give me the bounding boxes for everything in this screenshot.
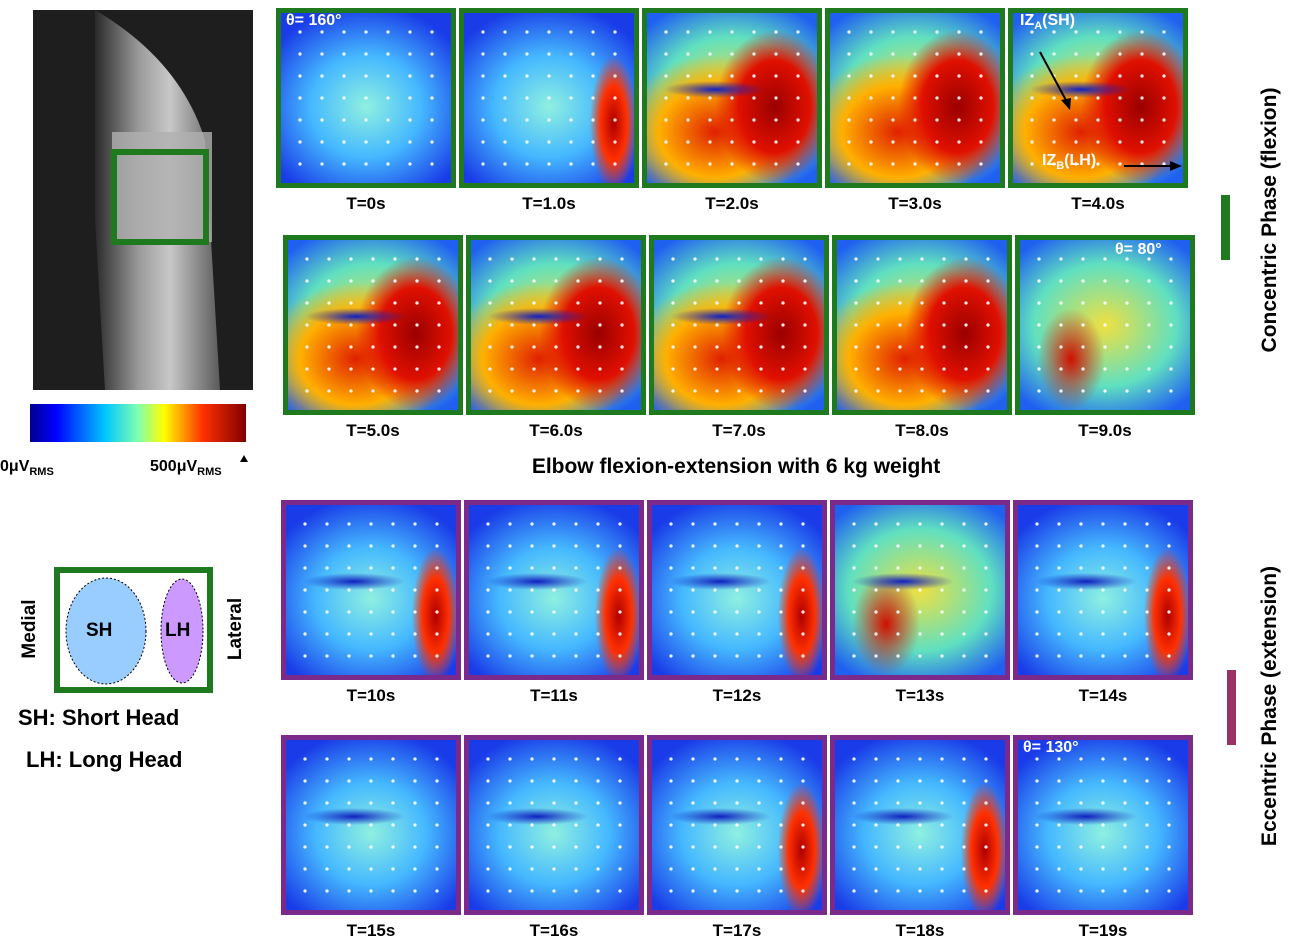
electrode-dots — [477, 748, 631, 902]
electrode-dots — [294, 748, 448, 902]
label: 500μV — [150, 458, 197, 475]
lh-text: LH — [165, 620, 190, 642]
phase-bar — [1221, 195, 1230, 260]
time-label: T=13s — [830, 686, 1010, 706]
heatmap-panel — [1008, 8, 1188, 188]
heatmap-panel — [464, 735, 644, 915]
time-label: T=7.0s — [649, 421, 829, 441]
heatmap-panel — [281, 500, 461, 680]
label-sub: RMS — [197, 466, 221, 478]
electrode-dots — [1028, 248, 1182, 402]
lateral-label: Lateral — [225, 579, 247, 679]
electrode-dots — [845, 248, 999, 402]
heatmap-panel — [825, 8, 1005, 188]
time-label: T=15s — [281, 921, 461, 941]
electrode-dots — [289, 21, 443, 175]
time-label: T=8.0s — [832, 421, 1012, 441]
time-label: T=9.0s — [1015, 421, 1195, 441]
annotation-text: (LH) — [1064, 152, 1096, 169]
heatmap-panel — [647, 735, 827, 915]
time-label: T=5.0s — [283, 421, 463, 441]
electrode-dots — [838, 21, 992, 175]
legend-key: SH: Short Head — [18, 705, 179, 731]
annotation: IZB(LH) — [1042, 152, 1096, 172]
annotation: IZA(SH) — [1020, 12, 1075, 32]
legend-key: LH: Long Head — [26, 747, 182, 773]
heatmap-panel — [1015, 235, 1195, 415]
time-label: T=12s — [647, 686, 827, 706]
heatmap-panel — [830, 735, 1010, 915]
time-label: T=16s — [464, 921, 644, 941]
electrode-band — [112, 132, 212, 242]
time-label: T=0s — [276, 194, 456, 214]
heatmap-panel — [832, 235, 1012, 415]
heatmap-panel — [459, 8, 639, 188]
electrode-dots — [477, 513, 631, 667]
phase-label: Eccentric Phase (extension) — [1258, 556, 1282, 856]
heatmap-panel — [283, 235, 463, 415]
time-label: T=4.0s — [1008, 194, 1188, 214]
colorbar-arrow — [240, 455, 248, 462]
time-label: T=19s — [1013, 921, 1193, 941]
colorbar-max: 500μVRMS — [150, 458, 222, 478]
annotation-text: IZ — [1020, 12, 1034, 29]
time-label: T=2.0s — [642, 194, 822, 214]
heatmap-panel — [642, 8, 822, 188]
sh-text: SH — [86, 620, 112, 642]
label-sub: RMS — [29, 466, 53, 478]
electrode-dots — [479, 248, 633, 402]
label: 0μV — [0, 458, 29, 475]
angle-label: θ= 160° — [286, 12, 342, 30]
phase-label: Concentric Phase (flexion) — [1258, 70, 1282, 370]
electrode-dots — [660, 513, 814, 667]
electrode-dots — [843, 513, 997, 667]
medial-label: Medial — [19, 579, 41, 679]
annotation-sub: A — [1034, 20, 1042, 32]
time-label: T=10s — [281, 686, 461, 706]
colorbar-min: 0μVRMS — [0, 458, 54, 478]
heatmap-panel — [647, 500, 827, 680]
heatmap-panel — [464, 500, 644, 680]
electrode-dots — [472, 21, 626, 175]
heatmap-panel — [276, 8, 456, 188]
time-label: T=6.0s — [466, 421, 646, 441]
time-label: T=3.0s — [825, 194, 1005, 214]
electrode-dots — [662, 248, 816, 402]
annotation-sub: B — [1056, 160, 1064, 172]
time-label: T=1.0s — [459, 194, 639, 214]
heatmap-panel — [649, 235, 829, 415]
heatmap-panel — [281, 735, 461, 915]
annotation-text: (SH) — [1042, 12, 1075, 29]
electrode-dots — [660, 748, 814, 902]
angle-label: θ= 80° — [1115, 241, 1162, 259]
colorbar — [30, 404, 246, 442]
time-label: T=11s — [464, 686, 644, 706]
figure: T=0s θ= 160° T=1.0sT=2.0sT=3.0sT=4.0s T=5.0… — [0, 0, 1298, 945]
heatmap-panel — [1013, 500, 1193, 680]
angle-label: θ= 130° — [1023, 739, 1079, 757]
heatmap-panel — [466, 235, 646, 415]
annotation-text: IZ — [1042, 152, 1056, 169]
phase-bar — [1227, 670, 1236, 745]
heatmap-panel — [830, 500, 1010, 680]
electrode-dots — [655, 21, 809, 175]
electrode-dots — [1026, 748, 1180, 902]
time-label: T=17s — [647, 921, 827, 941]
caption: Elbow flexion-extension with 6 kg weight — [276, 455, 1196, 479]
electrode-dots — [843, 748, 997, 902]
electrode-dots — [296, 248, 450, 402]
heatmap-panel — [1013, 735, 1193, 915]
electrode-dots — [1026, 513, 1180, 667]
time-label: T=18s — [830, 921, 1010, 941]
time-label: T=14s — [1013, 686, 1193, 706]
electrode-dots — [294, 513, 448, 667]
